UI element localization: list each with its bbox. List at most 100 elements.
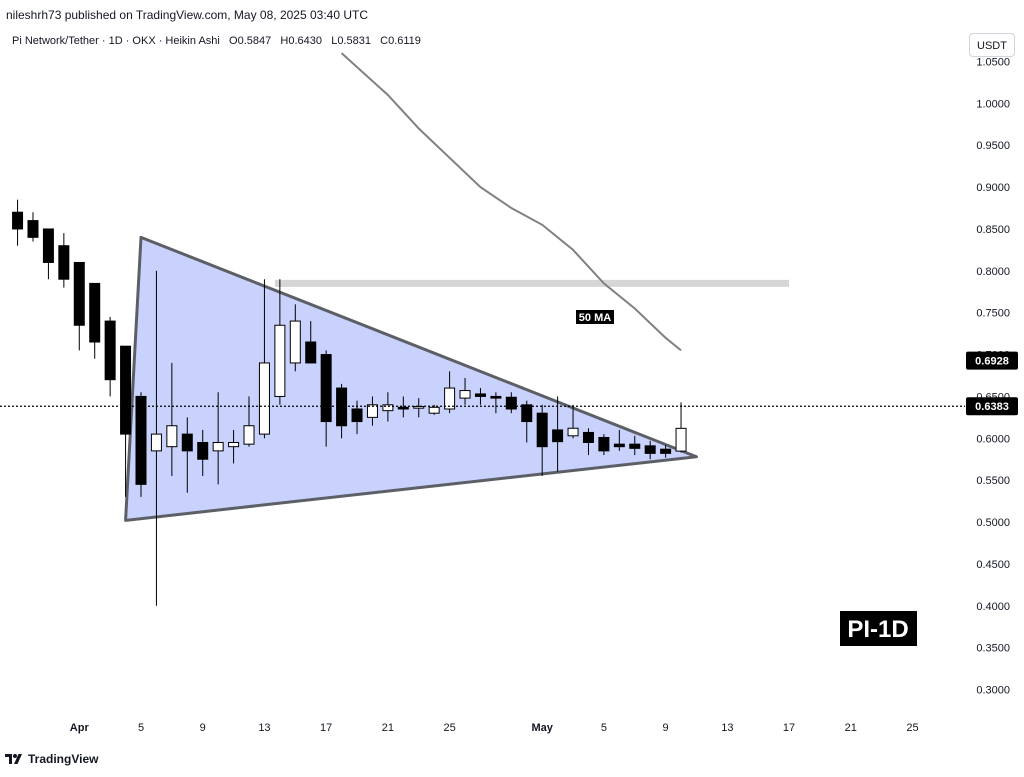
ma-line: 50 MA (340, 52, 682, 352)
candle-body (366, 404, 378, 418)
price-tick-label: 0.5000 (976, 517, 1010, 529)
close-value: 0.6119 (388, 35, 421, 47)
candle-body (536, 412, 548, 448)
ma50-label: 50 MA (579, 312, 611, 324)
candle-body (582, 431, 594, 443)
candle-body (660, 448, 672, 454)
candle-body (505, 396, 517, 410)
triangle-shape (124, 235, 698, 522)
time-tick-label: 17 (320, 722, 332, 734)
price-axis[interactable]: 1.0500 1.0000 0.9500 0.9000 0.8500 0.8000 0.75… (976, 57, 1010, 697)
price-tick-label: 0.6000 (976, 433, 1010, 445)
candle-body (567, 427, 579, 437)
candle-body (166, 425, 178, 448)
symbol-legend: Pi Network/Tether · 1D · OKX · Heikin As… (12, 35, 421, 47)
price-tick-label: 0.3500 (976, 643, 1010, 655)
price-tick-label: 1.0000 (976, 98, 1010, 110)
candle-body (675, 427, 687, 452)
candle-body (629, 443, 641, 449)
resistance-zone (274, 279, 790, 287)
candle-body (42, 228, 54, 263)
time-axis[interactable]: Apr 5 9 13 17 21 25 May 5 9 13 17 21 25 (70, 722, 919, 734)
time-tick-label: 5 (601, 722, 607, 734)
price-tick-label: 0.4000 (976, 601, 1010, 613)
open-value: 0.5847 (237, 35, 272, 47)
candle-body (521, 404, 533, 423)
candle-body (289, 320, 301, 364)
candle-body (258, 362, 270, 435)
candle-body (120, 345, 132, 435)
candles (12, 199, 687, 606)
symbol-watermark: PI-1D (840, 611, 917, 646)
candle-body (382, 404, 394, 412)
time-tick-label: 17 (783, 722, 795, 734)
currency-button[interactable]: USDT (969, 33, 1015, 57)
ma50-line (340, 52, 682, 352)
price-tick-label: 0.9500 (976, 140, 1010, 152)
publisher-line: nileshrh73 published on TradingView.com,… (6, 8, 368, 22)
time-tick-label: 21 (845, 722, 857, 734)
price-tick-label: 0.9000 (976, 182, 1010, 194)
candle-body (474, 393, 486, 397)
triangle-pattern[interactable] (124, 235, 698, 522)
resistance-bar (274, 279, 790, 287)
high-label: H (280, 35, 289, 47)
candle-body (305, 341, 317, 364)
price-tick-label: 0.5500 (976, 475, 1010, 487)
candle-body (27, 220, 39, 238)
time-tick-label: 9 (663, 722, 669, 734)
price-label-text: 0.6383 (975, 401, 1009, 413)
watermark-box (840, 611, 917, 646)
candle-body (428, 406, 440, 414)
watermark-text: PI-1D (847, 616, 908, 643)
candle-body (228, 441, 240, 448)
low-value: 0.5831 (337, 35, 371, 47)
tradingview-footer[interactable]: TradingView (4, 752, 98, 766)
time-tick-label: Apr (70, 722, 90, 734)
high-value: 0.6430 (288, 35, 323, 47)
candle-body (274, 324, 286, 397)
candle-body (413, 405, 425, 409)
time-tick-label: May (531, 722, 553, 734)
price-label-box (966, 351, 1018, 370)
open-label: O (229, 35, 238, 47)
candle-body (644, 445, 656, 454)
low-label: L (331, 35, 338, 47)
time-tick-label: 5 (138, 722, 144, 734)
candle-body (197, 441, 209, 460)
ma50-label-box (576, 310, 614, 324)
candle-body (459, 390, 471, 399)
price-tick-label: 1.0500 (976, 57, 1010, 69)
candle-body (444, 387, 456, 410)
price-label-box (966, 397, 1018, 416)
candle-body (351, 408, 363, 423)
candle-body (397, 406, 409, 410)
candle-body (490, 395, 502, 399)
candle-body (320, 354, 332, 423)
price-tick-label: 0.7500 (976, 308, 1010, 320)
price-tick-label: 0.8000 (976, 266, 1010, 278)
time-tick-label: 25 (443, 722, 455, 734)
time-tick-label: 13 (258, 722, 270, 734)
candle-body (150, 433, 162, 452)
candle-body (104, 320, 116, 381)
price-tick-label: 0.3000 (976, 685, 1010, 697)
candle-body (73, 261, 85, 326)
candle-body (89, 282, 101, 343)
time-tick-label: 9 (200, 722, 206, 734)
time-tick-label: 21 (382, 722, 394, 734)
candle-body (613, 443, 625, 448)
candle-body (135, 395, 147, 485)
candle-body (243, 425, 255, 445)
candle-body (12, 211, 24, 230)
time-tick-label: 25 (906, 722, 918, 734)
candle-body (336, 387, 348, 427)
symbol-title: Pi Network/Tether · 1D · OKX · Heikin As… (12, 35, 220, 47)
time-tick-label: 13 (721, 722, 733, 734)
candle-body (181, 433, 193, 452)
footer-brand: TradingView (28, 752, 99, 766)
candle-body (58, 245, 70, 280)
close-label: C (380, 35, 389, 47)
price-tick-label: 0.4500 (976, 559, 1010, 571)
